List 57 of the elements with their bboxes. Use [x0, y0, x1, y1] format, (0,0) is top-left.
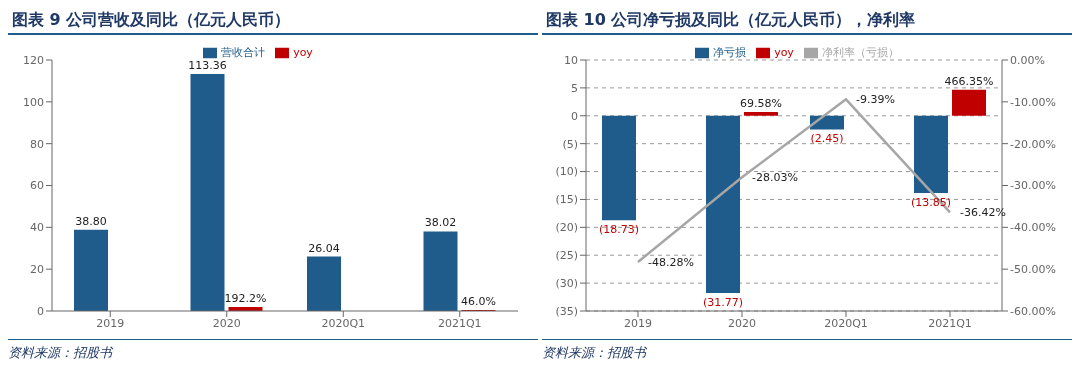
y-tick-label: (10) [555, 165, 578, 179]
x-tick-label: 2020 [212, 316, 241, 330]
x-tick-label: 2021Q1 [928, 316, 972, 330]
y-tick-label: 120 [23, 53, 44, 67]
y-tick-label: (15) [555, 193, 578, 207]
data-label: 466.35% [944, 74, 994, 88]
data-label: (18.73) [598, 223, 640, 237]
legend-label: 净利率（亏损） [821, 46, 899, 59]
text: 资料来源：招股书 [542, 344, 648, 362]
y-tick-label: 40 [30, 221, 44, 235]
x-tick-label: 2020Q1 [824, 316, 868, 330]
x-tick-label: 2019 [96, 316, 125, 330]
legend-label: 净亏损 [713, 46, 747, 59]
y-tick-label: (30) [555, 277, 578, 291]
data-label: 192.2% [224, 291, 267, 305]
data-label: -28.03% [752, 171, 798, 185]
y-tick-label: 10 [564, 53, 578, 67]
data-label: 38.02 [424, 216, 457, 230]
y2-tick-label: 0.00% [1010, 53, 1045, 67]
text: 资料来源：招股书 [8, 344, 114, 362]
chart-title: 图表 9 公司营收及同比（亿元人民币） [8, 8, 538, 35]
data-label: 113.36 [188, 58, 227, 72]
legend-label: 营收合计 [221, 46, 266, 59]
y-tick-label: 80 [30, 137, 44, 151]
data-label: 38.80 [75, 214, 107, 228]
data-label: -9.39% [856, 93, 895, 107]
data-label: 69.58% [740, 96, 782, 110]
data-label: 26.04 [308, 241, 340, 255]
data-label: (13.85) [910, 195, 952, 209]
data-label: 46.0% [461, 295, 496, 309]
y-tick-label: 60 [30, 179, 44, 193]
y2-tick-label: -10.00% [1010, 95, 1056, 109]
y2-tick-label: -60.00% [1010, 304, 1056, 318]
y-tick-label: 0 [37, 304, 44, 318]
y-tick-label: 20 [30, 263, 44, 277]
y-tick-label: 5 [571, 81, 578, 95]
y-tick-label: (20) [555, 221, 578, 235]
chart-title: 图表 10 公司净亏损及同比（亿元人民币），净利率 [542, 8, 1072, 35]
x-tick-label: 2019 [624, 316, 652, 330]
x-tick-label: 2021Q1 [437, 316, 482, 330]
y2-tick-label: -40.00% [1010, 221, 1056, 235]
y-tick-label: (25) [555, 249, 578, 263]
x-tick-label: 2020Q1 [321, 316, 366, 330]
data-label: -48.28% [648, 255, 694, 269]
y2-tick-label: -50.00% [1010, 263, 1056, 277]
y2-tick-label: -20.00% [1010, 137, 1056, 151]
data-label: (2.45) [810, 132, 844, 146]
data-label: -36.42% [960, 206, 1006, 220]
y-tick-label: (35) [555, 304, 578, 318]
y-tick-label: 100 [23, 95, 44, 109]
y2-tick-label: -30.00% [1010, 179, 1056, 193]
legend-label: yoy [774, 46, 794, 59]
y-tick-label: (5) [562, 137, 578, 151]
x-tick-label: 2020 [728, 316, 756, 330]
data-label: (31.77) [702, 295, 744, 309]
legend-label: yoy [293, 46, 313, 59]
y-tick-label: 0 [571, 109, 578, 123]
